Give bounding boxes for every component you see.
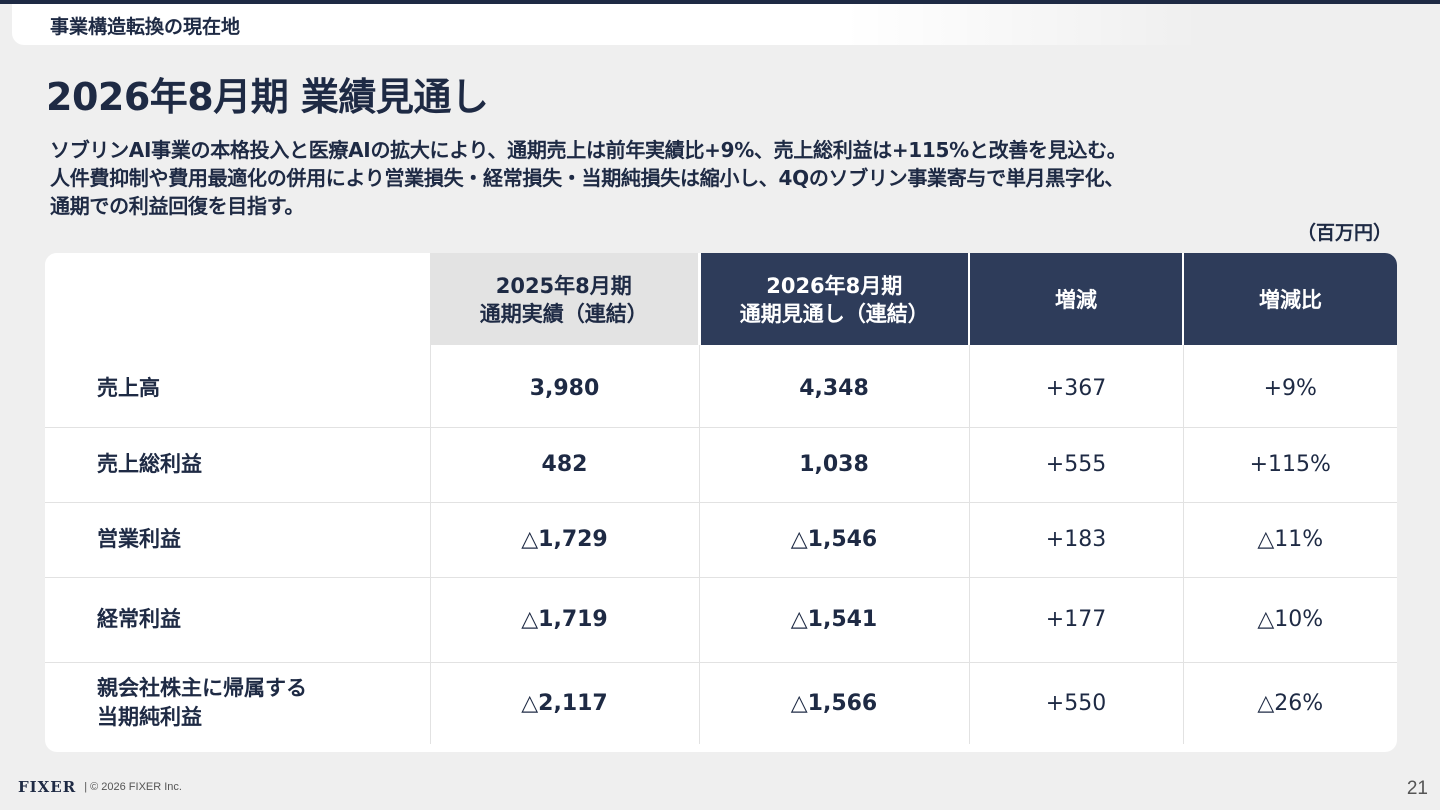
cell-change: +555 xyxy=(968,426,1183,502)
header-blank-cell xyxy=(45,253,430,345)
summary-line: ソブリンAI事業の本格投入と医療AIの拡大により、通期売上は前年実績比+9%、売… xyxy=(50,138,1127,162)
table-row: 親会社株主に帰属する 当期純利益 △2,117 △1,566 +550 △26% xyxy=(45,661,1397,744)
summary-line: 通期での利益回復を目指す。 xyxy=(50,194,305,218)
cell-change-ratio: +115% xyxy=(1182,426,1397,502)
table-row: 売上総利益 482 1,038 +555 +115% xyxy=(45,426,1397,502)
row-label: 売上総利益 xyxy=(45,426,430,502)
unit-label: （百万円） xyxy=(1296,222,1392,244)
cell-change: +177 xyxy=(968,576,1183,662)
header-curr-year-line1: 2026年8月期 xyxy=(766,274,903,298)
row-label: 親会社株主に帰属する 当期純利益 xyxy=(45,661,430,744)
row-label-text: 売上総利益 xyxy=(97,452,202,476)
cell-change-ratio: △10% xyxy=(1182,576,1397,662)
cell-change: +183 xyxy=(968,501,1183,577)
cell-change-ratio: △26% xyxy=(1182,661,1397,744)
header-change: 増減 xyxy=(969,253,1184,345)
cell-change-ratio: +9% xyxy=(1182,345,1397,427)
cell-curr: 4,348 xyxy=(698,345,969,427)
cell-curr: 1,038 xyxy=(698,426,969,502)
cell-prev: △1,719 xyxy=(429,576,699,662)
header-prev-year-line1: 2025年8月期 xyxy=(495,274,632,298)
page-title: 2026年8月期 業績見通し xyxy=(46,75,489,119)
section-label: 事業構造転換の現在地 xyxy=(50,16,241,38)
page-number: 21 xyxy=(1406,778,1428,799)
cell-change: +367 xyxy=(968,345,1183,427)
cell-curr: △1,546 xyxy=(698,501,969,577)
company-logo: FIXER xyxy=(18,778,77,796)
row-label: 売上高 xyxy=(45,345,430,427)
header-prev-year: 2025年8月期 通期実績（連結） xyxy=(430,253,701,345)
cell-prev: △2,117 xyxy=(429,661,699,744)
cell-prev: 3,980 xyxy=(429,345,699,427)
table-header-row: 2025年8月期 通期実績（連結） 2026年8月期 通期見通し（連結） 増減 … xyxy=(45,253,1397,345)
cell-change-ratio: △11% xyxy=(1182,501,1397,577)
cell-curr: △1,566 xyxy=(698,661,969,744)
summary-line: 人件費抑制や費用最適化の併用により営業損失・経常損失・当期純損失は縮小し、4Qの… xyxy=(50,166,1125,190)
row-label-text: 経常利益 xyxy=(97,607,181,631)
row-label-text: 売上高 xyxy=(97,376,160,401)
header-curr-year-line2: 通期見通し（連結） xyxy=(739,302,929,326)
forecast-table: 2025年8月期 通期実績（連結） 2026年8月期 通期見通し（連結） 増減 … xyxy=(45,253,1397,744)
row-label: 営業利益 xyxy=(45,501,430,577)
row-label-text: 親会社株主に帰属する xyxy=(97,676,307,701)
top-rule xyxy=(0,0,1440,4)
header-prev-year-line2: 通期実績（連結） xyxy=(479,302,648,326)
forecast-table-card: 2025年8月期 通期実績（連結） 2026年8月期 通期見通し（連結） 増減 … xyxy=(45,253,1397,752)
table-row: 営業利益 △1,729 △1,546 +183 △11% xyxy=(45,501,1397,577)
section-tab xyxy=(12,4,1202,45)
cell-prev: △1,729 xyxy=(429,501,699,577)
row-label-text: 営業利益 xyxy=(97,527,181,551)
cell-change: +550 xyxy=(968,661,1183,744)
table-row: 経常利益 △1,719 △1,541 +177 △10% xyxy=(45,576,1397,662)
cell-curr: △1,541 xyxy=(698,576,969,662)
copyright: | © 2026 FIXER Inc. xyxy=(84,781,182,793)
row-label-text: 当期純利益 xyxy=(97,705,202,730)
cell-prev: 482 xyxy=(429,426,699,502)
table-row: 売上高 3,980 4,348 +367 +9% xyxy=(45,345,1397,427)
row-label: 経常利益 xyxy=(45,576,430,662)
summary-text: ソブリンAI事業の本格投入と医療AIの拡大により、通期売上は前年実績比+9%、売… xyxy=(50,136,1410,220)
footer: FIXER | © 2026 FIXER Inc. xyxy=(18,778,182,796)
header-change-ratio: 増減比 xyxy=(1183,253,1397,345)
header-curr-year: 2026年8月期 通期見通し（連結） xyxy=(699,253,970,345)
